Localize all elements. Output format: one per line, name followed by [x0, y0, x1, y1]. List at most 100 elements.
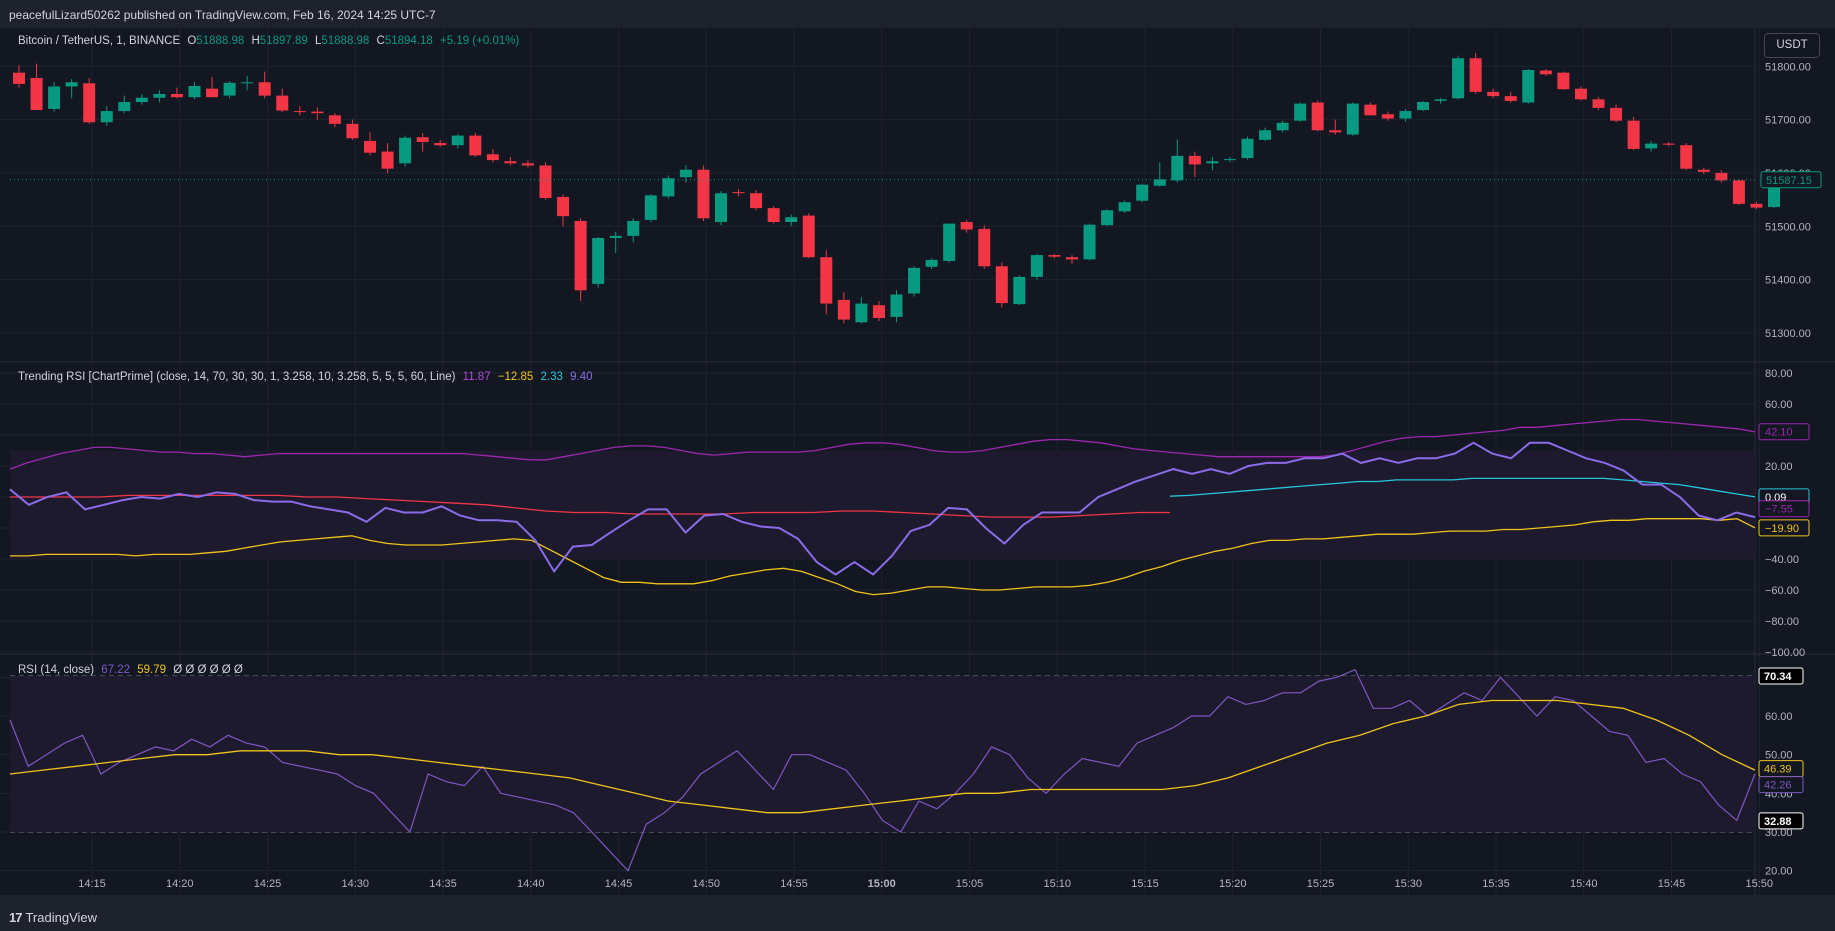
candle-body [1206, 161, 1219, 164]
rsi-line [9, 668, 1756, 872]
rsi-empty-values: Ø Ø Ø Ø Ø Ø [173, 664, 243, 676]
candle-body [434, 143, 447, 146]
candle-body [1715, 172, 1728, 181]
candle-body [872, 305, 885, 318]
time-axis[interactable]: 14:15 14:20 14:25 14:30 14:35 14:40 14:45 14:50… [78, 878, 1773, 890]
bottom-bar [0, 895, 1835, 931]
main-legend[interactable]: Bitcoin / TetherUS, 1, BINANCE O51888.98… [18, 35, 523, 47]
candle-body [1048, 255, 1061, 257]
pane-backgrounds [0, 28, 1835, 895]
candle-body [960, 222, 973, 230]
candle-body [223, 82, 236, 96]
high-label: H [251, 35, 260, 47]
candle-body [627, 220, 640, 236]
x-tick-label: 14:40 [517, 878, 545, 890]
last-price-label: 51587.15 [1766, 175, 1812, 187]
rsi-pane[interactable] [9, 668, 1756, 872]
y-tick-label: 51400.00 [1765, 275, 1811, 287]
candle-body [1118, 202, 1131, 212]
x-tick-label: 14:15 [78, 878, 106, 890]
candle-body [995, 266, 1008, 304]
candle-body [1276, 122, 1289, 131]
candle-body [1171, 155, 1184, 181]
close-value: 51894.18 [384, 35, 433, 47]
candle-body [48, 86, 61, 109]
candle-body [1311, 102, 1324, 131]
trending-rsi-pane[interactable] [9, 418, 1756, 596]
candle-body [1364, 104, 1377, 116]
y-tick-label: 51700.00 [1765, 115, 1811, 127]
candle-body [486, 154, 499, 161]
candle-body [1294, 103, 1307, 121]
x-tick-label: 15:40 [1570, 878, 1598, 890]
candle-body [1030, 255, 1043, 277]
x-tick-label: 15:00 [868, 878, 896, 890]
candle-body [241, 82, 254, 84]
x-tick-label: 15:20 [1219, 878, 1247, 890]
price-axis[interactable]: 51800.0051700.0051600.0051500.0051400.00… [10, 61, 1822, 878]
x-tick-label: 14:45 [605, 878, 633, 890]
close-label: C [376, 35, 385, 47]
value-tag-label: −7.55 [1765, 504, 1793, 516]
candle-body [1452, 58, 1465, 99]
candle-body [293, 111, 306, 113]
candle-body [1592, 99, 1605, 108]
trsi-value-2: −12.85 [497, 371, 534, 383]
candle-body [521, 163, 534, 166]
candle-body [118, 102, 131, 112]
candle-body [697, 169, 710, 219]
tradingview-logo[interactable]: 17 TradingView [9, 910, 97, 925]
candle-body [346, 123, 359, 139]
candle-body [258, 82, 271, 96]
candle-body [451, 135, 464, 146]
y-tick-label: 51300.00 [1765, 328, 1811, 340]
candle-body [1487, 91, 1500, 97]
candle-body [1662, 143, 1675, 145]
tradingview-logo-mark: 17 [9, 910, 23, 925]
candle-body [1223, 159, 1236, 161]
candle-body [1381, 114, 1394, 119]
publisher-line: peacefulLizard50262 published on Trading… [9, 8, 436, 22]
candle-body [1066, 257, 1078, 260]
candle-body [469, 135, 482, 156]
candle-body [1697, 169, 1710, 172]
value-tag [1758, 423, 1810, 441]
y-tick-label: −60.00 [1765, 585, 1799, 597]
candle-body [785, 217, 798, 222]
x-tick-label: 15:30 [1394, 878, 1422, 890]
trending-rsi-legend[interactable]: Trending RSI [ChartPrime] (close, 14, 70… [18, 371, 597, 383]
candle-body [1645, 143, 1658, 149]
price-candles[interactable] [13, 52, 1780, 324]
candle-body [609, 235, 622, 238]
trsi-mid-teal-line [1169, 477, 1756, 498]
symbol-label: Bitcoin / TetherUS, 1, BINANCE [18, 35, 181, 47]
tradingview-logo-text: TradingView [25, 910, 98, 925]
rsi-legend[interactable]: RSI (14, close) 67.22 59.79 Ø Ø Ø Ø Ø Ø [18, 664, 247, 676]
candle-body [574, 220, 587, 291]
candle-body [504, 161, 517, 164]
trsi-upper-line [9, 418, 1756, 470]
candle-body [1399, 111, 1412, 119]
candle-body [381, 151, 394, 169]
candle-body [662, 178, 675, 197]
last-price-tag [1760, 171, 1822, 189]
low-value: 51888.98 [321, 35, 370, 47]
value-tag-label: 46.39 [1764, 764, 1792, 776]
value-tag [1758, 667, 1804, 685]
open-value: 51888.98 [196, 35, 245, 47]
x-tick-label: 15:25 [1307, 878, 1335, 890]
rsi-name: RSI (14, close) [18, 664, 95, 676]
candle-body [1136, 184, 1149, 201]
value-tag-label: 42.10 [1765, 427, 1793, 439]
value-tag [1758, 776, 1804, 794]
x-tick-label: 14:55 [780, 878, 808, 890]
candle-body [1434, 99, 1447, 101]
y-tick-label: 51800.00 [1765, 61, 1811, 73]
currency-button[interactable]: USDT [1764, 33, 1820, 58]
candle-body [1557, 72, 1570, 90]
y-tick-label: 50.00 [1765, 750, 1793, 762]
candle-body [557, 196, 570, 217]
candle-body [311, 111, 324, 114]
rsi-value-1: 67.22 [101, 664, 131, 676]
